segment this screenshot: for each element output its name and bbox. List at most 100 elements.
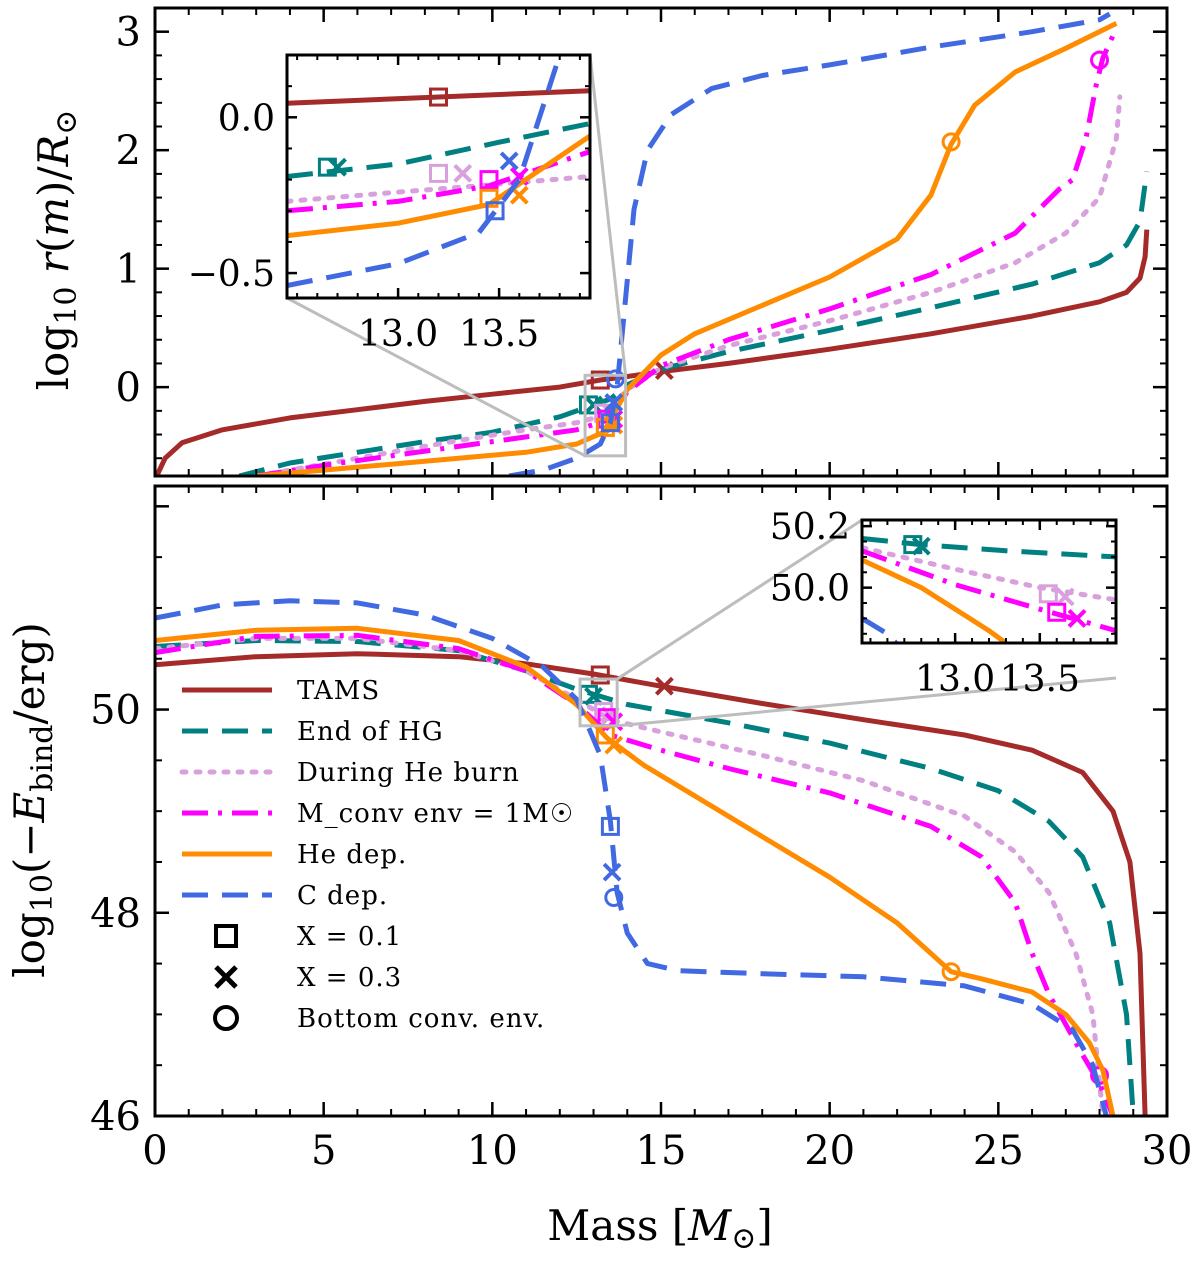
top-inset-line-heburn [287, 174, 590, 204]
top-marker-cdep-x [604, 393, 624, 412]
bottom-inset-ytick-label: 50.0 [770, 569, 850, 610]
top-inset: 13.0 13.5 0.0 −0.5 [188, 53, 592, 355]
top-inset-ticks [287, 55, 590, 298]
top-line-cdep [508, 11, 1111, 476]
top-inset-marker-hg-x-b [328, 157, 347, 177]
bottom-ticks [153, 486, 1169, 1118]
bottom-plot-area [155, 598, 1148, 1116]
bottom-inset: 13.0 13.5 50.2 50.0 [770, 507, 1118, 700]
top-inset-marker-conv-x-b [509, 167, 529, 186]
legend-label-heburn: During He burn [297, 758, 520, 788]
legend-marker-circle [213, 1005, 239, 1031]
bottom-ytick-label: 50 [90, 688, 141, 734]
top-ytick-label: 1 [116, 247, 141, 293]
top-marker-cdep-square [600, 413, 620, 433]
legend-marker-x-b [214, 965, 238, 989]
top-panel: 0 1 2 3 13.0 13.5 0.0 −0.5 [116, 6, 1169, 478]
top-ylabel: log10 r(m)/R⊙ [29, 110, 84, 391]
bottom-xtick-label: 30 [1142, 1128, 1193, 1174]
top-inset-marker-hg-x [328, 157, 347, 177]
legend-label-marker-circle: Bottom conv. env. [297, 1004, 545, 1034]
legend-label-marker-x: X = 0.3 [297, 963, 402, 993]
bottom-zoom-connector-2 [617, 676, 1117, 728]
top-inset-marker-cdep-square [485, 201, 505, 221]
legend-label-hedep: He dep. [297, 840, 407, 870]
top-inset-marker-conv-square [479, 170, 499, 190]
bottom-line-cdep [155, 598, 1109, 1116]
bottom-inset-line-hedep [862, 557, 1008, 643]
top-marker-cdep-x-b [604, 393, 624, 412]
top-marker-hedep-circle [941, 132, 961, 152]
bottom-inset-background [862, 520, 1116, 643]
bottom-inset-marker-heburn-square [1038, 584, 1058, 604]
top-inset-xtick-label: 13.5 [459, 314, 539, 355]
top-inset-line-cdep [287, 55, 563, 288]
bottom-xtick-label: 5 [311, 1128, 336, 1174]
top-inset-plot-area [287, 55, 590, 288]
bottom-marker-cdep-x [602, 862, 622, 882]
bottom-marker-hedep-x [604, 735, 624, 755]
legend-label-marker-square: X = 0.1 [297, 922, 402, 952]
top-zoom-connector-2 [588, 54, 628, 376]
bottom-xtick-label: 10 [467, 1128, 518, 1174]
top-line-heburn [253, 94, 1123, 476]
bottom-xlabel: Mass [M⊙] [547, 1201, 772, 1256]
legend-label-tams: TAMS [297, 676, 380, 706]
bottom-marker-hg-x [584, 686, 603, 706]
legend-label-cdep: C dep. [297, 881, 388, 911]
top-plot-area [155, 11, 1150, 476]
top-inset-marker-cdep-x [499, 151, 519, 171]
bottom-xtick-label: 20 [804, 1128, 855, 1174]
bottom-xtick-label: 15 [636, 1128, 687, 1174]
bottom-marker-tams-square [590, 665, 610, 685]
top-inset-ytick-label: 0.0 [218, 98, 275, 139]
bottom-xtick-label: 25 [973, 1128, 1024, 1174]
top-inset-marker-heburn-x [453, 163, 473, 183]
bottom-inset-marker-conv-x [1067, 608, 1087, 628]
top-line-conv [255, 27, 1119, 476]
top-marker-cdep-circle [605, 369, 625, 389]
top-line-hedep [255, 21, 1118, 476]
bottom-inset-xtick-label: 13.5 [1000, 659, 1080, 700]
bottom-marker-tams-x [654, 676, 674, 696]
top-inset-line-tams [287, 88, 590, 106]
bottom-ytick-label: 48 [90, 891, 141, 937]
top-inset-marker-hedep-square [479, 188, 499, 208]
top-zoom-box [583, 373, 628, 458]
bottom-inset-line-cdep [862, 616, 898, 643]
top-inset-marker-heburn-square [429, 163, 448, 183]
bottom-marker-cdep-x-b [602, 862, 622, 882]
bottom-xtick-label: 0 [142, 1128, 167, 1174]
bottom-zoom-connector-1 [616, 518, 863, 681]
bottom-inset-line-heburn [862, 545, 1116, 603]
bottom-line-hedep [155, 625, 1116, 1116]
bottom-marker-hedep-x-b [604, 735, 624, 755]
legend-label-conv: M_conv env = 1M☉ [297, 799, 574, 829]
top-inset-ytick-label: −0.5 [188, 254, 275, 295]
bottom-ylabel: log10(−Ebind/erg) [5, 622, 60, 978]
top-ytick-label: 2 [116, 128, 141, 174]
top-inset-line-hedep [287, 133, 590, 239]
bottom-inset-marker-heburn-x [1055, 587, 1075, 607]
top-inset-marker-tams-square [429, 87, 448, 107]
bottom-ytick-label: 46 [90, 1094, 141, 1140]
bottom-inset-marker-heburn-x-b [1055, 587, 1075, 607]
bottom-zoom-box [578, 677, 619, 728]
top-marker-conv-circle [1090, 50, 1110, 70]
top-ytick-label: 3 [116, 10, 141, 56]
top-marker-hg-x-b [584, 395, 603, 415]
bottom-inset-xtick-label: 13.0 [915, 659, 995, 700]
bottom-marker-hedep-circle [941, 962, 961, 982]
top-inset-marker-hedep-x-b [509, 185, 529, 205]
bottom-inset-plot-area [862, 535, 1116, 643]
bottom-inset-ticks [862, 520, 1116, 643]
legend-label-hg: End of HG [297, 717, 444, 747]
top-inset-marker-heburn-x-b [453, 163, 473, 183]
bottom-panel: 0 5 10 15 20 25 30 46 48 50 13.0 13.5 50.2 50.0 TAMS En… [90, 484, 1193, 1174]
bottom-marker-tams-x-b [654, 676, 674, 696]
legend-marker-square [214, 924, 238, 948]
bottom-inset-marker-conv-x-b [1067, 608, 1087, 628]
bottom-line-tams [155, 651, 1148, 1116]
top-inset-xtick-label: 13.0 [358, 314, 438, 355]
